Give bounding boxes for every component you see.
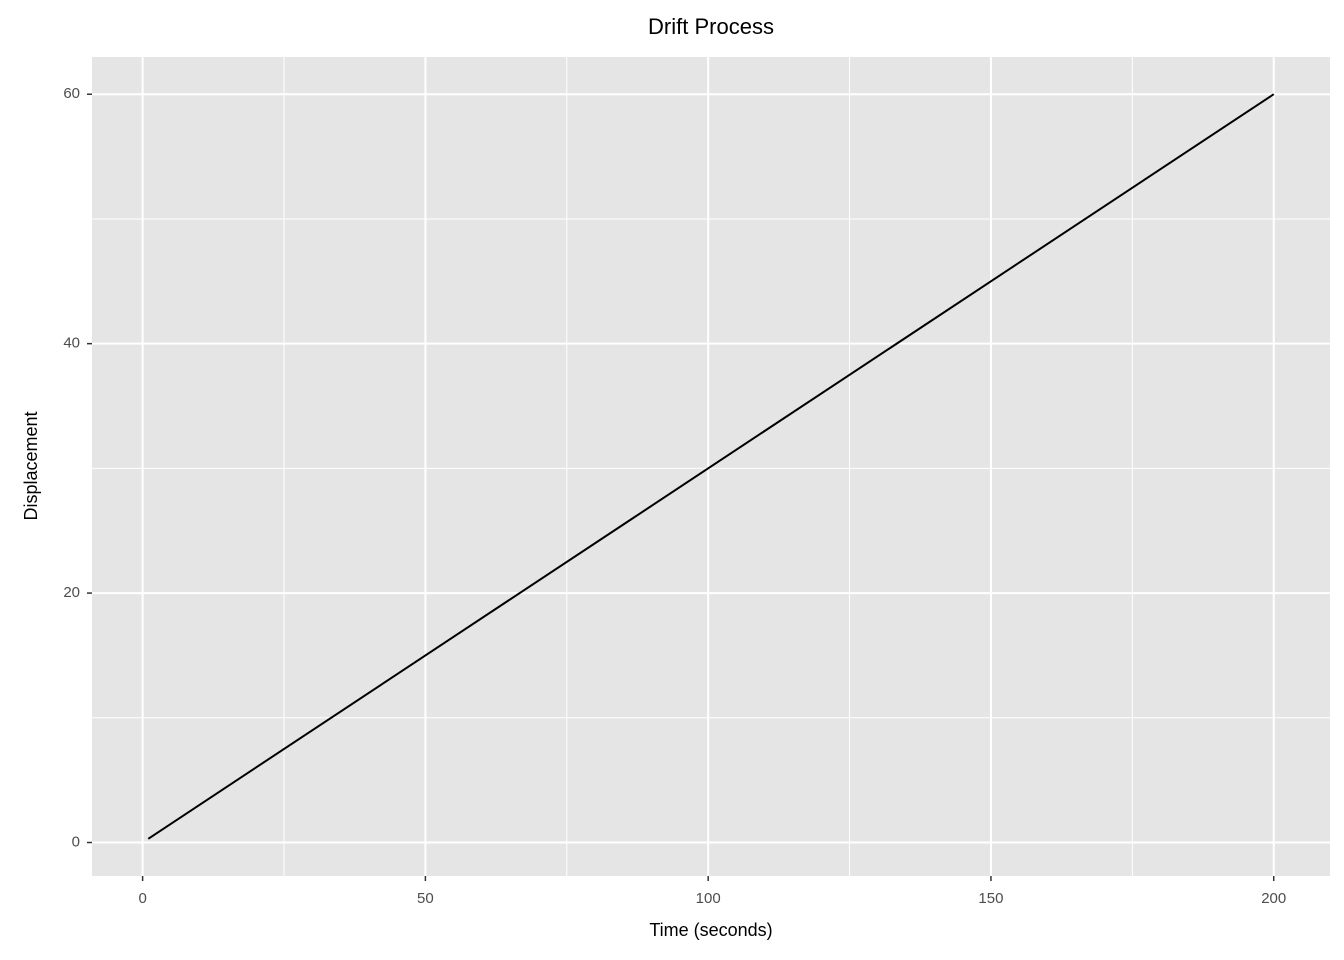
y-tick-label: 0 [72,833,80,850]
x-tick-label: 100 [696,890,721,907]
x-tick-label: 150 [978,890,1003,907]
x-tick-label: 0 [138,890,146,907]
x-tick-label: 50 [417,890,434,907]
y-axis-title: Displacement [21,411,41,520]
y-tick-label: 60 [63,85,80,102]
x-tick-label: 200 [1261,890,1286,907]
chart-title: Drift Process [648,14,774,39]
y-tick-label: 20 [63,584,80,601]
data-line [147,93,1275,840]
x-axis-title: Time (seconds) [649,920,772,940]
y-tick-label: 40 [63,335,80,352]
